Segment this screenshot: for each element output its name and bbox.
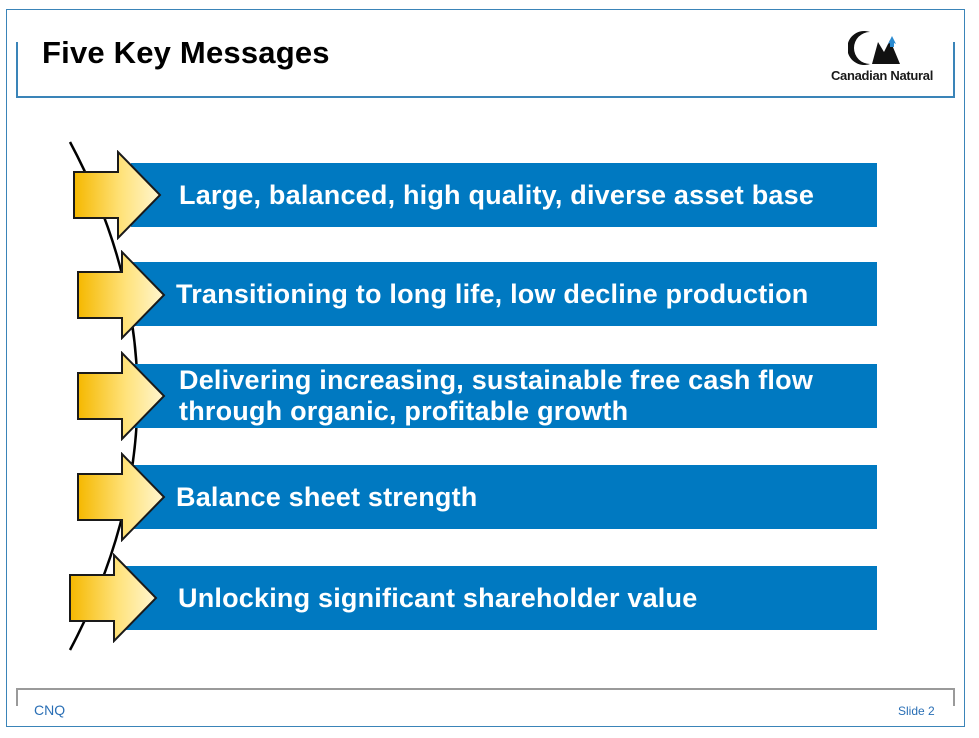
arrow-icon-1 (73, 150, 162, 240)
arrow-icon-5 (69, 553, 158, 643)
company-logo: Canadian Natural (820, 30, 944, 90)
arrow-icon-3 (77, 351, 166, 441)
message-bar-4: Balance sheet strength (131, 465, 877, 529)
message-text-1: Large, balanced, high quality, diverse a… (179, 179, 815, 210)
message-bar-5: Unlocking significant shareholder value (126, 566, 877, 630)
page-title: Five Key Messages (42, 35, 330, 70)
footer-company: CNQ (34, 702, 66, 718)
logo-mark-icon (848, 31, 900, 65)
message-text-5: Unlocking significant shareholder value (178, 582, 698, 613)
slide-number: Slide 2 (898, 704, 935, 718)
message-text-4: Balance sheet strength (176, 481, 478, 512)
logo-text: Canadian Natural (830, 68, 934, 83)
message-text-3: Delivering increasing, sustainable free … (179, 365, 814, 426)
header-bracket (16, 42, 955, 98)
arrow-icon-4 (77, 452, 166, 542)
message-bar-2: Transitioning to long life, low decline … (131, 262, 877, 326)
footer-bracket (16, 688, 955, 706)
message-bar-3: Delivering increasing, sustainable free … (131, 364, 877, 428)
arrow-icon-2 (77, 250, 166, 340)
message-text-2: Transitioning to long life, low decline … (176, 278, 809, 309)
slide-border (6, 9, 965, 727)
message-bar-1: Large, balanced, high quality, diverse a… (131, 163, 877, 227)
